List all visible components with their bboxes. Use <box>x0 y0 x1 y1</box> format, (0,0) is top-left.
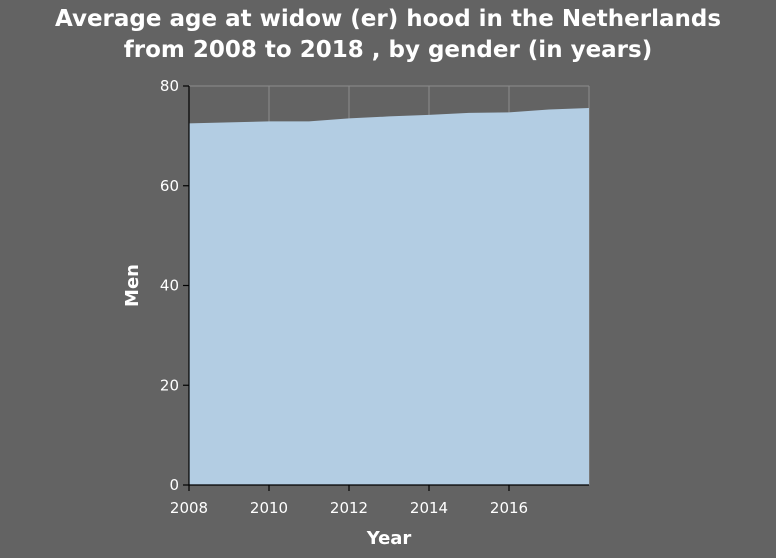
y-axis-label: Men <box>122 264 143 307</box>
area-series-men <box>189 107 589 485</box>
y-tick-label: 60 <box>160 177 179 195</box>
x-tick-label: 2012 <box>330 499 368 517</box>
y-tick-label: 40 <box>160 277 179 295</box>
chart-title: Average age at widow (er) hood in the Ne… <box>0 4 776 66</box>
x-tick-label: 2010 <box>250 499 288 517</box>
x-tick-label: 2008 <box>170 499 208 517</box>
x-axis-label: Year <box>366 528 412 549</box>
x-tick-label: 2016 <box>490 499 528 517</box>
y-axis-ticks: 0 20 40 60 80 <box>160 77 189 494</box>
x-axis-ticks: 2008 2010 2012 2014 2016 <box>170 485 528 517</box>
chart-title-line-2: from 2008 to 2018 , by gender (in years) <box>123 37 653 63</box>
chart-title-line-1: Average age at widow (er) hood in the Ne… <box>54 6 722 32</box>
y-tick-label: 20 <box>160 376 179 394</box>
y-tick-label: 80 <box>160 77 179 95</box>
y-tick-label: 0 <box>169 476 179 494</box>
x-tick-label: 2014 <box>410 499 448 517</box>
